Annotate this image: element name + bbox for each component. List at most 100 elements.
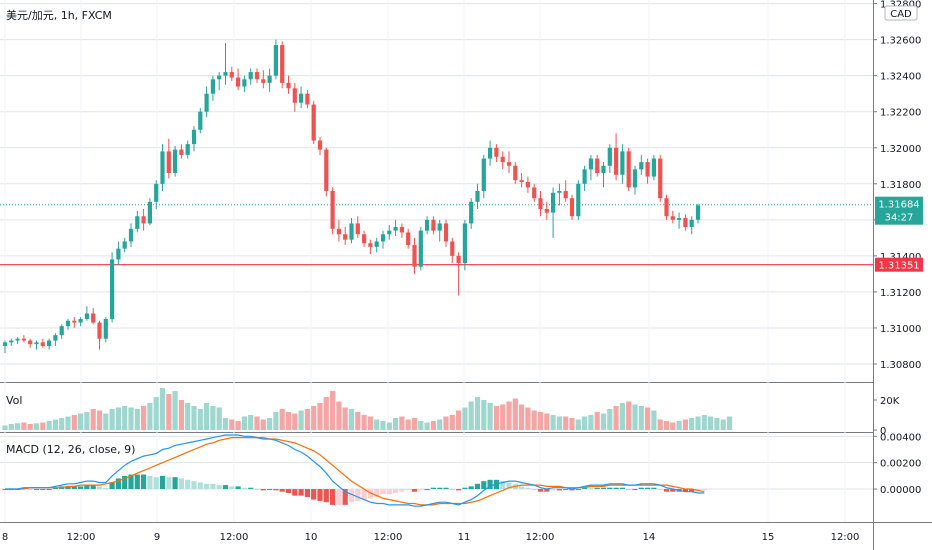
price-tick-label: 1.32000 (880, 144, 921, 155)
time-axis[interactable]: 8 12:00 9 12:00 10 12:00 11 12:00 14 15 12:00 (2, 532, 860, 543)
currency-badge[interactable] (884, 5, 918, 21)
volume-bar (8, 424, 14, 430)
macd-histogram-bar (147, 475, 153, 490)
candle-body (481, 158, 486, 191)
macd-histogram-bar (248, 487, 254, 490)
volume-bar (298, 410, 304, 430)
volume-bar (367, 416, 373, 430)
price-tick-label: 1.32800 (880, 0, 921, 11)
volume-bar (115, 407, 121, 430)
candle-body (645, 162, 650, 177)
price-axis[interactable]: 1.32800 1.32600 1.32400 1.32200 1.32000 1.318… (873, 0, 923, 496)
candle-body (582, 169, 587, 184)
macd-histogram-bar (115, 478, 121, 490)
volume-bar (720, 419, 726, 430)
chart-title: 美元/加元, 1h, FXCM (6, 9, 112, 22)
candle-body (620, 151, 625, 175)
candle-body (53, 335, 58, 341)
price-tick-label: 1.31800 (880, 180, 921, 191)
volume-bar (336, 401, 342, 430)
time-tick-label: 12:00 (220, 532, 249, 543)
candle-body (128, 228, 134, 242)
support-price-label: 1.31351 (878, 261, 919, 272)
candle-body (368, 243, 373, 247)
candle-body (456, 255, 461, 264)
candle-body (380, 234, 386, 242)
volume-bar (405, 419, 411, 430)
candle-body (614, 147, 619, 175)
volume-bar (178, 400, 184, 430)
volume-bar (134, 409, 140, 430)
macd-histogram-bar (619, 487, 625, 490)
candle-body (242, 79, 247, 87)
candle-body (658, 158, 663, 199)
volume-bar (708, 416, 714, 430)
time-tick-label: 12:00 (526, 532, 555, 543)
volume-bar (204, 403, 210, 430)
volume-bar (600, 413, 607, 430)
volume-bar (418, 421, 424, 430)
support-price-tag (875, 257, 923, 272)
candle-body (311, 104, 316, 141)
support-line (0, 204, 873, 266)
candle-body (494, 147, 499, 157)
price-tick-label: 1.32600 (880, 36, 921, 47)
candle-body (116, 248, 121, 260)
volume-bar (399, 416, 405, 430)
volume-bar (569, 418, 575, 430)
volume-bar (594, 412, 600, 430)
volume-bar (582, 416, 588, 430)
macd-histogram-bar (191, 481, 197, 490)
macd-histogram-bar (386, 489, 392, 495)
candle-body (286, 82, 291, 89)
time-tick-label: 11 (458, 532, 471, 543)
candle-body (210, 79, 215, 94)
macd-histogram-bar (109, 482, 115, 490)
macd-histogram-bar (519, 486, 525, 490)
macd-histogram-bar (222, 485, 229, 490)
volume-bar (122, 406, 128, 430)
current-price-label: 1.31684 (878, 200, 919, 211)
macd-histogram-bar (380, 489, 386, 495)
candle-body (670, 216, 675, 220)
candle-body (280, 45, 285, 83)
macd-histogram-bar (185, 479, 191, 490)
volume-bar (645, 407, 651, 430)
candle-body (267, 75, 272, 83)
macd-histogram-bar (342, 489, 348, 505)
candle-body (28, 340, 33, 345)
candle-body (569, 198, 575, 217)
volume-bar (279, 409, 285, 430)
macd-line (5, 434, 705, 507)
macd-histogram-bar (456, 489, 462, 491)
macd-histogram-bar (537, 489, 544, 492)
macd-histogram-bar (229, 486, 235, 490)
volume-bar (726, 416, 733, 430)
volume-bar (197, 409, 203, 430)
macd-histogram-bar (40, 489, 46, 491)
volume-bar (550, 415, 556, 430)
macd-histogram-bar (569, 489, 575, 491)
macd-signal-line (5, 437, 705, 506)
candle-body (525, 181, 530, 188)
candle-body (418, 230, 423, 267)
volume-tick-label: 0 (880, 426, 886, 437)
volume-bar (109, 409, 115, 430)
volume-bar (273, 412, 279, 430)
volume-bar (210, 406, 216, 430)
candle-body (292, 88, 297, 103)
macd-histogram-bar (90, 485, 96, 490)
volume-bar (84, 412, 90, 430)
candle-body (97, 322, 102, 339)
candle-body (374, 241, 379, 247)
candle-body (412, 245, 417, 267)
candle-body (519, 180, 524, 182)
candle-body (387, 230, 392, 235)
macd-histogram-bar (474, 483, 481, 490)
volume-bar (714, 418, 720, 430)
volume-bar (575, 419, 581, 430)
volume-bar (235, 421, 241, 430)
volume-bar (323, 397, 329, 430)
volume-bar (411, 418, 418, 430)
volume-bar (443, 416, 449, 430)
